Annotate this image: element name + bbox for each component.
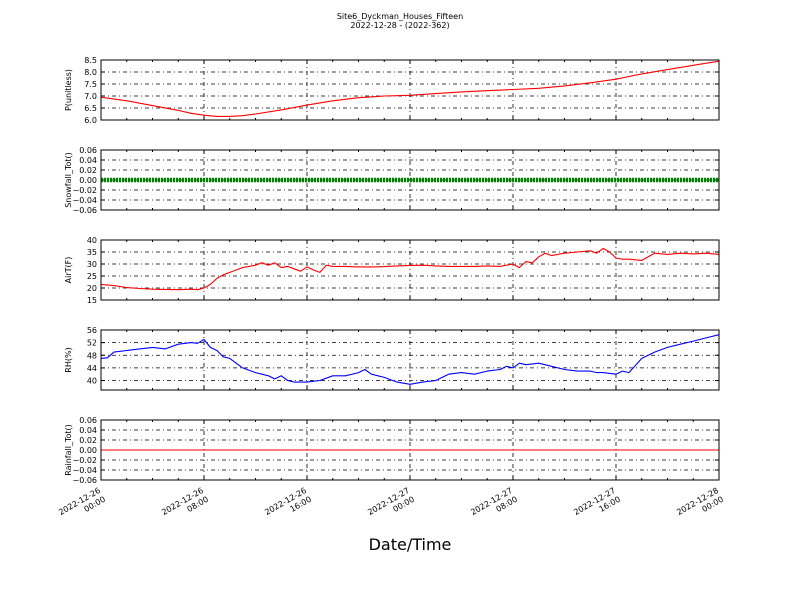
y-axis-label: Rainfall_Tot() [64,424,73,476]
y-tick-label: 0.04 [79,426,97,435]
y-tick-label: 40 [87,377,97,386]
panel-3: 56 52 48 44 40 RH(%) [64,326,720,391]
y-tick-label: 56 [87,326,97,335]
x-tick-label: 2022-12-2800:00 [675,486,725,526]
y-tick-label: −0.06 [72,206,97,215]
y-tick-label: 48 [87,351,97,360]
panel-frame [100,329,720,391]
x-tick-label: 2022-12-2708:00 [469,486,519,526]
y-tick-label: 0.00 [79,176,97,185]
chart-panels: 6.06.57.07.58.08.5P(unitless)0.060.040.0… [64,56,720,485]
y-tick-label: 20 [87,284,97,293]
y-tick-label: 0.06 [79,146,97,155]
x-axis-ticks: 2022-12-2600:00 2022-12-2608:00 2022-12-26… [57,486,725,526]
x-axis-label: Date/Time [369,535,452,554]
y-tick-label: 0.02 [79,436,97,445]
panel-frame [100,59,720,121]
y-axis-label: AirT(F) [64,257,73,284]
panel-0: 6.0 6.5 7.0 7.5 8.0 8.5 P(unitless) [64,56,720,125]
panel-1: 0.060.040.020.00−0.02−0.04−0.06Snowfall_… [64,146,720,215]
y-tick-label: 8.0 [84,68,97,77]
y-tick-label: 6.0 [84,116,97,125]
y-axis-label: RH(%) [64,347,73,372]
y-tick-label: −0.06 [72,476,97,485]
x-tick-label: 2022-12-2600:00 [57,486,107,526]
y-tick-label: −0.04 [72,466,97,475]
y-axis-label: Snowfall_Tot() [64,152,73,208]
x-tick-label: 2022-12-2616:00 [263,486,313,526]
y-tick-label: 7.0 [84,92,97,101]
series-line [100,247,720,291]
y-tick-label: −0.02 [72,456,97,465]
y-tick-label: 8.5 [84,56,97,65]
y-tick-label: 40 [87,236,97,245]
x-tick-label: 2022-12-2608:00 [160,486,210,526]
y-tick-label: 7.5 [84,80,97,89]
y-axis-label: P(unitless) [64,69,73,111]
figure-subtitle: 2022-12-28 - (2022-362) [350,21,449,30]
y-tick-label: 15 [87,296,97,305]
x-tick-label: 2022-12-2700:00 [366,486,416,526]
x-tick-label: 2022-12-2716:00 [572,486,622,526]
y-tick-label: 35 [87,248,97,257]
panel-2: 40 35 30 25 20 15 AirT(F) [64,236,720,305]
y-tick-label: 0.02 [79,166,97,175]
panel-frame [100,149,720,211]
y-tick-label: 0.00 [79,446,97,455]
y-tick-label: 0.06 [79,416,97,425]
panel-4: 0.060.040.020.00−0.02−0.04−0.06Rainfall_… [64,416,720,485]
panel-frame [100,419,720,481]
figure-title: Site6_Dyckman_Houses_Fifteen [337,12,463,21]
y-tick-label: 0.04 [79,156,97,165]
y-tick-label: 52 [87,339,97,348]
y-tick-label: 30 [87,260,97,269]
series-line [100,60,720,117]
y-tick-label: −0.04 [72,196,97,205]
panel-frame [100,239,720,301]
y-tick-label: 25 [87,272,97,281]
y-tick-label: 6.5 [84,104,97,113]
y-tick-label: −0.02 [72,186,97,195]
y-tick-label: 44 [87,364,97,373]
series-line [100,334,720,385]
